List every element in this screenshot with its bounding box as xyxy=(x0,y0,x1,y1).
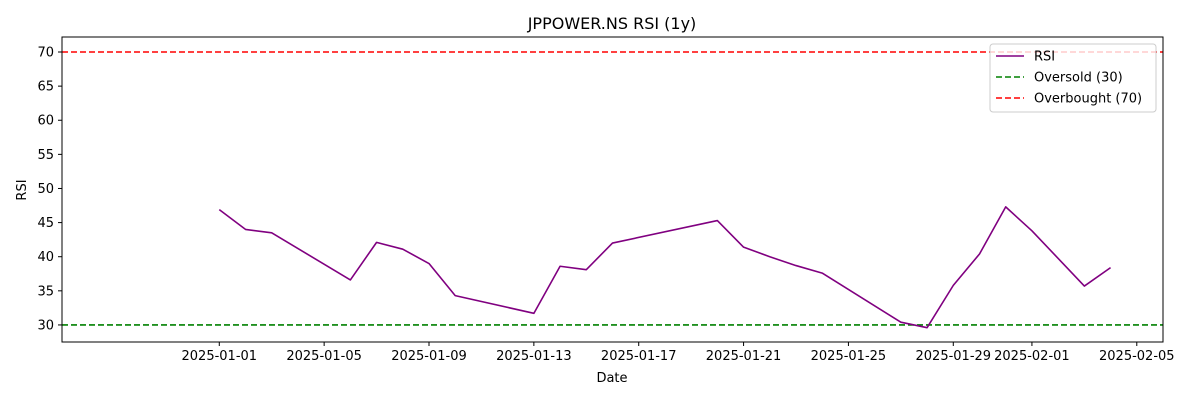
y-tick-label: 40 xyxy=(37,250,54,265)
legend-label-0: RSI xyxy=(1034,50,1055,65)
x-tick-label: 2025-01-21 xyxy=(706,349,782,364)
x-tick-label: 2025-02-01 xyxy=(994,349,1070,364)
x-tick-label: 2025-01-25 xyxy=(811,349,887,364)
x-tick-label: 2025-01-17 xyxy=(601,349,677,364)
plot-area: 30 35 40 45 50 55 60 65 70 2025-01-01 2025-01-05 20… xyxy=(37,36,1175,364)
x-tick-label: 2025-01-13 xyxy=(496,349,572,364)
legend-box xyxy=(989,43,1157,113)
legend-label-2: Overbought (70) xyxy=(1034,92,1142,107)
legend-label-1: Oversold (30) xyxy=(1034,71,1123,86)
y-tick-label: 70 xyxy=(37,46,54,61)
y-tick-label: 45 xyxy=(37,216,54,231)
y-tick-label: 50 xyxy=(37,182,54,197)
legend: RSI Oversold (30) Overbought (70) xyxy=(989,43,1157,113)
x-tick-label: 2025-01-01 xyxy=(182,349,258,364)
y-tick-label: 60 xyxy=(37,114,54,129)
y-tick-label: 65 xyxy=(37,80,54,95)
x-tick-label: 2025-02-05 xyxy=(1099,349,1175,364)
y-axis-label: RSI xyxy=(15,179,30,200)
plot-frame xyxy=(61,36,1164,343)
x-axis-label: Date xyxy=(596,371,627,386)
x-tick-label: 2025-01-05 xyxy=(286,349,362,364)
chart-title: JPPOWER.NS RSI (1y) xyxy=(527,14,697,33)
y-tick-label: 30 xyxy=(37,318,54,333)
x-tick-label: 2025-01-09 xyxy=(391,349,467,364)
y-tick-label: 35 xyxy=(37,284,54,299)
x-tick-label: 2025-01-29 xyxy=(916,349,992,364)
y-tick-label: 55 xyxy=(37,148,54,163)
